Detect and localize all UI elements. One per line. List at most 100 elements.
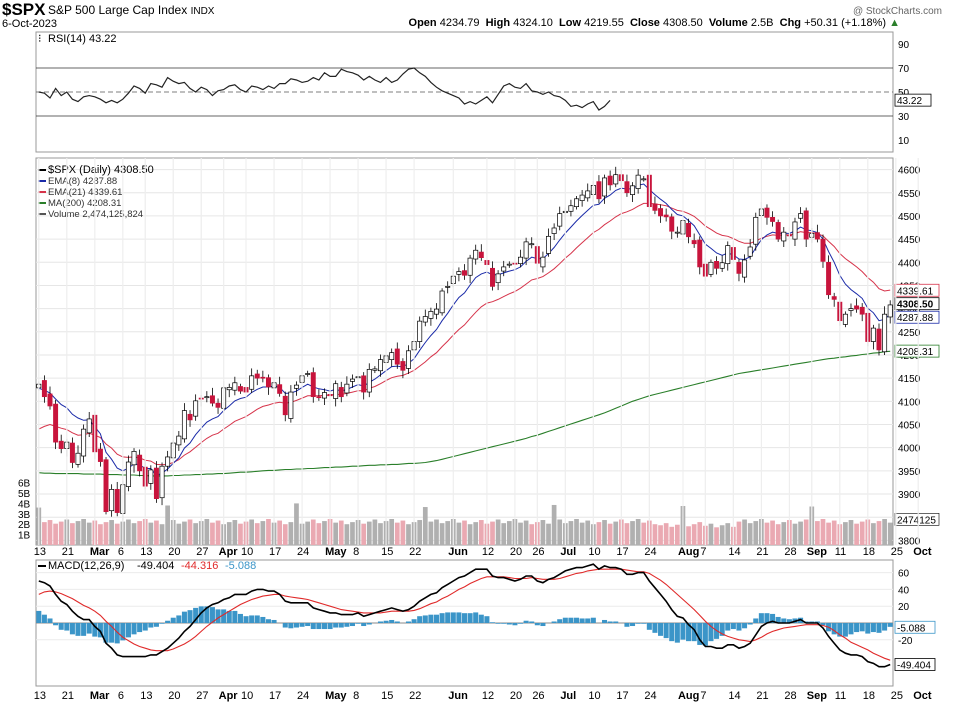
rsi-value-label: 43.22 bbox=[897, 96, 922, 107]
macd-histogram-bar bbox=[81, 623, 87, 636]
macd-histogram-bar bbox=[461, 613, 468, 623]
macd-histogram-bar bbox=[870, 623, 876, 633]
macd-histogram-bar bbox=[187, 610, 193, 623]
macd-histogram-bar bbox=[523, 620, 529, 623]
macd-x-axis-tick-label: 26 bbox=[532, 690, 544, 702]
candle-up bbox=[86, 418, 92, 434]
candle-down bbox=[686, 222, 692, 238]
volume-bar bbox=[103, 522, 109, 545]
macd-histogram-bar bbox=[820, 623, 826, 626]
x-axis-tick-label: 13 bbox=[34, 546, 46, 558]
macd-x-axis-tick-label: Mar bbox=[90, 690, 110, 702]
candle-up bbox=[747, 246, 753, 257]
low-label: Low bbox=[559, 17, 582, 29]
candle-up bbox=[798, 213, 804, 219]
macd-histogram-bar bbox=[209, 607, 215, 623]
volume-bar bbox=[282, 524, 288, 545]
volume-bar bbox=[641, 522, 647, 545]
close-label: Close bbox=[629, 17, 660, 29]
candle-up bbox=[293, 384, 299, 389]
volume-bar bbox=[417, 520, 423, 545]
macd-x-axis-tick-label: 14 bbox=[728, 690, 740, 702]
volume-bar bbox=[843, 522, 848, 545]
rsi-value-box bbox=[894, 93, 932, 107]
volume-bar bbox=[434, 519, 439, 545]
price-legend-entry: Volume 2,474,125,824 bbox=[48, 209, 143, 220]
candle-down bbox=[764, 207, 770, 218]
candle-down bbox=[478, 251, 484, 258]
x-axis-tick-label: 26 bbox=[532, 546, 544, 558]
candle-down bbox=[58, 440, 64, 449]
macd-signal-line bbox=[38, 568, 891, 661]
macd-x-axis-tick-label: 27 bbox=[196, 690, 208, 702]
macd-histogram-bar bbox=[176, 615, 182, 623]
candle-up bbox=[495, 273, 501, 284]
volume-bar bbox=[260, 521, 266, 545]
candle-up bbox=[204, 396, 210, 399]
volume-bar bbox=[887, 522, 893, 545]
price-tick-label: 4250 bbox=[898, 328, 921, 339]
candle-up bbox=[518, 256, 523, 265]
volume-bar bbox=[232, 520, 238, 545]
x-axis-tick-label: Oct bbox=[913, 546, 932, 558]
volume-bar bbox=[439, 523, 445, 545]
rsi-tick-label: 90 bbox=[898, 40, 910, 51]
macd-histogram-bar bbox=[366, 623, 372, 625]
candle-down bbox=[338, 387, 344, 398]
volume-bar bbox=[53, 523, 58, 545]
volume-tick-label: 1B bbox=[18, 531, 31, 542]
volume-tick-label: 3B bbox=[18, 510, 31, 521]
macd-histogram-bar bbox=[646, 623, 652, 630]
open-label: Open bbox=[408, 17, 437, 29]
volume-bar bbox=[854, 523, 859, 545]
macd-x-axis-tick-label: Sep bbox=[807, 690, 827, 702]
macd-histogram-bar bbox=[635, 623, 641, 624]
candle-up bbox=[641, 178, 647, 181]
price-tick-label: 4400 bbox=[898, 258, 921, 269]
candle-up bbox=[439, 290, 445, 314]
volume-bar bbox=[613, 521, 619, 545]
x-axis-tick-label: 21 bbox=[62, 546, 74, 558]
macd-histogram-bar bbox=[562, 617, 568, 623]
candle-down bbox=[658, 208, 664, 217]
volume-tick-label: 5B bbox=[18, 489, 31, 500]
macd-x-axis-tick-label: 20 bbox=[168, 690, 180, 702]
candle-up bbox=[181, 410, 187, 440]
candle-up bbox=[674, 231, 680, 234]
candle-down bbox=[282, 395, 288, 416]
candle-down bbox=[69, 442, 75, 463]
macd-histogram-bar bbox=[680, 623, 686, 640]
volume-bar bbox=[826, 522, 831, 545]
volume-bar bbox=[109, 520, 114, 545]
macd-histogram-bar bbox=[232, 610, 238, 623]
macd-histogram-bar bbox=[103, 623, 109, 643]
price-tick-label: 4450 bbox=[898, 235, 921, 246]
x-axis-tick-label: 27 bbox=[196, 546, 208, 558]
rsi-tick-label: 30 bbox=[898, 112, 910, 123]
volume-bar bbox=[848, 520, 854, 545]
volume-bar bbox=[58, 521, 64, 545]
macd-x-axis-tick-label: Aug bbox=[678, 690, 699, 702]
candle-up bbox=[422, 316, 428, 323]
volume-bar bbox=[674, 524, 680, 545]
candle-down bbox=[277, 384, 283, 394]
x-axis-tick-label: 14 bbox=[728, 546, 740, 558]
candle-down bbox=[400, 361, 406, 371]
macd-histogram-bar bbox=[165, 620, 171, 623]
macd-histogram-bar bbox=[770, 613, 776, 623]
candle-up bbox=[165, 456, 171, 467]
volume-bar bbox=[114, 523, 120, 545]
x-axis-tick-label: 6 bbox=[118, 546, 124, 558]
volume-bar bbox=[210, 522, 215, 545]
volume-bar bbox=[490, 521, 495, 545]
candle-up bbox=[529, 243, 535, 246]
volume-bar bbox=[764, 522, 770, 545]
macd-histogram-bar bbox=[422, 615, 428, 623]
macd-histogram-bar bbox=[361, 623, 367, 627]
volume-bar bbox=[316, 523, 322, 545]
candle-down bbox=[663, 214, 669, 218]
volume-bar bbox=[422, 507, 428, 545]
volume-bar bbox=[126, 519, 131, 545]
price-legend-entry: $SPX (Daily) 4308.50 bbox=[48, 164, 154, 176]
candle-down bbox=[624, 181, 630, 194]
